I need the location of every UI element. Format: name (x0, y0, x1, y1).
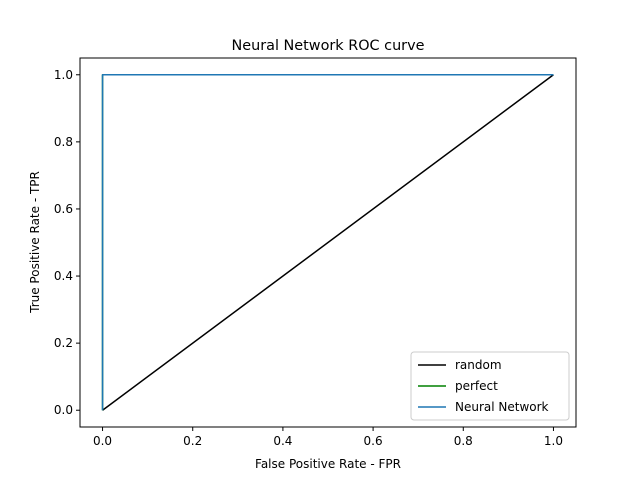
x-axis-label: False Positive Rate - FPR (255, 457, 401, 471)
series-layer (101, 74, 554, 411)
legend-box (410, 351, 570, 421)
x-tick-label: 0.2 (183, 434, 202, 448)
plot-frame (79, 57, 577, 428)
legend-label-random: random (455, 358, 502, 372)
y-tick-label: 0.0 (54, 403, 73, 417)
chart-title: Neural Network ROC curve (232, 38, 425, 54)
x-tick-label: 0.6 (364, 434, 383, 448)
x-tick-label: 0.4 (273, 434, 292, 448)
legend-label-perfect: perfect (455, 379, 498, 393)
x-axis: 0.0 0.2 0.4 0.6 0.8 1.0 (93, 427, 563, 448)
series-line-random (102, 74, 554, 411)
y-tick-label: 0.2 (54, 336, 73, 350)
x-tick-label: 0.8 (454, 434, 473, 448)
legend-label-neural-network: Neural Network (455, 400, 549, 414)
y-tick-label: 1.0 (54, 68, 73, 82)
legend: random perfect Neural Network (410, 351, 570, 421)
y-axis-label: True Positive Rate - TPR (28, 171, 42, 314)
y-tick-label: 0.6 (54, 202, 73, 216)
series-line-neural-network (101, 74, 554, 411)
x-tick-label: 0.0 (93, 434, 112, 448)
y-tick-label: 0.4 (54, 269, 73, 283)
y-tick-label: 0.8 (54, 135, 73, 149)
x-tick-label: 1.0 (544, 434, 563, 448)
y-axis: 0.0 0.2 0.4 0.6 0.8 1.0 (54, 68, 80, 417)
